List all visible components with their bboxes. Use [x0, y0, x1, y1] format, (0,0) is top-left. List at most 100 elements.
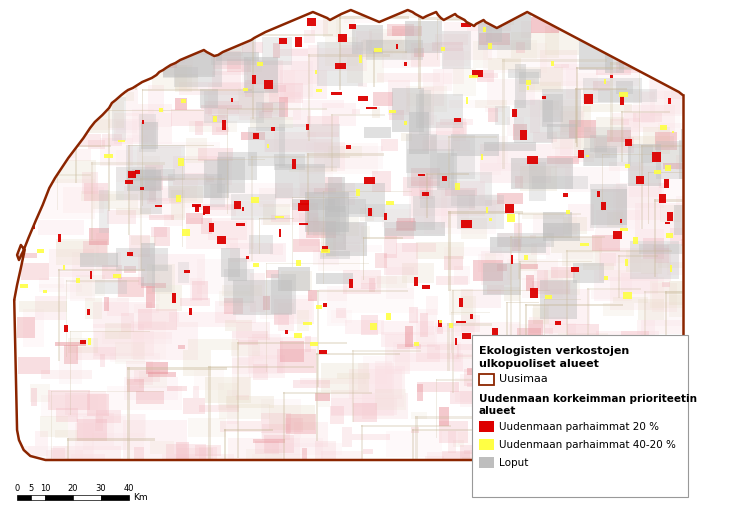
Bar	[598, 89, 657, 102]
Bar	[488, 387, 543, 416]
Bar	[293, 380, 329, 389]
Bar	[213, 116, 217, 122]
Bar	[366, 41, 422, 60]
Bar	[436, 379, 492, 381]
Bar	[203, 212, 205, 215]
Bar	[533, 214, 577, 235]
Bar	[485, 341, 493, 344]
Bar	[284, 330, 288, 334]
Bar	[453, 118, 461, 122]
Bar	[304, 192, 349, 231]
Bar	[307, 124, 310, 130]
Bar	[102, 133, 122, 146]
Bar	[576, 88, 577, 143]
Bar	[192, 204, 200, 207]
Bar	[335, 308, 346, 318]
Bar	[265, 85, 286, 92]
Bar	[566, 250, 672, 252]
Bar	[444, 256, 464, 270]
Bar	[435, 34, 469, 45]
Bar	[201, 218, 212, 234]
Bar	[454, 266, 469, 284]
Bar	[349, 279, 353, 288]
Bar	[450, 290, 472, 315]
Bar	[652, 152, 661, 162]
Bar	[152, 65, 186, 89]
Bar	[39, 278, 63, 289]
Bar	[451, 312, 490, 313]
Bar	[591, 291, 623, 299]
Bar	[113, 14, 142, 27]
Bar	[218, 383, 238, 410]
Bar	[262, 424, 290, 440]
Bar	[447, 323, 450, 370]
Bar	[99, 354, 105, 367]
Bar	[478, 338, 516, 348]
Bar	[427, 452, 478, 466]
Bar	[497, 41, 537, 59]
Bar	[316, 353, 399, 355]
Bar	[576, 11, 590, 31]
Bar	[672, 131, 674, 133]
Bar	[102, 265, 122, 279]
Bar	[307, 18, 315, 26]
Bar	[497, 233, 513, 246]
Bar	[279, 70, 326, 99]
Bar	[544, 418, 584, 443]
Bar	[619, 437, 651, 438]
Bar	[115, 342, 145, 364]
Bar	[128, 171, 136, 178]
Bar	[580, 243, 590, 246]
Text: Uudenmaan korkeimman prioriteetin: Uudenmaan korkeimman prioriteetin	[479, 394, 696, 404]
Bar	[679, 140, 730, 179]
Bar	[234, 280, 293, 315]
Bar	[284, 70, 296, 102]
Bar	[660, 33, 685, 52]
Bar	[84, 183, 108, 201]
Bar	[332, 92, 342, 95]
Bar	[364, 177, 375, 184]
Bar	[464, 450, 473, 454]
Bar	[82, 18, 97, 47]
Bar	[90, 271, 92, 279]
Bar	[624, 105, 675, 132]
Bar	[555, 147, 570, 176]
Bar	[461, 295, 475, 322]
Bar	[594, 19, 619, 30]
Bar	[461, 374, 520, 407]
Bar	[467, 383, 483, 387]
Bar	[609, 457, 611, 503]
Bar	[285, 418, 303, 432]
Bar	[130, 188, 190, 218]
Bar	[209, 221, 247, 240]
Bar	[237, 340, 258, 345]
Bar	[363, 238, 364, 280]
Bar	[360, 208, 374, 221]
Bar	[561, 106, 591, 132]
Bar	[78, 21, 114, 41]
Bar	[302, 448, 307, 469]
Bar	[403, 177, 431, 196]
Bar	[420, 313, 428, 337]
Text: Km: Km	[133, 493, 147, 502]
Bar	[652, 283, 677, 312]
Bar	[432, 42, 463, 52]
Bar	[91, 163, 165, 165]
Bar	[629, 339, 639, 344]
Bar	[174, 49, 222, 86]
Bar	[397, 243, 418, 254]
Bar	[83, 29, 90, 35]
Bar	[486, 26, 502, 42]
Bar	[621, 118, 640, 141]
Bar	[415, 416, 489, 419]
Bar	[453, 118, 466, 142]
Bar	[437, 19, 439, 60]
Bar	[204, 159, 229, 198]
Bar	[118, 140, 125, 142]
Bar	[29, 131, 74, 158]
Bar	[489, 218, 492, 220]
Bar	[545, 236, 593, 259]
Bar	[116, 38, 158, 54]
Bar	[669, 355, 736, 357]
Bar	[212, 71, 242, 91]
